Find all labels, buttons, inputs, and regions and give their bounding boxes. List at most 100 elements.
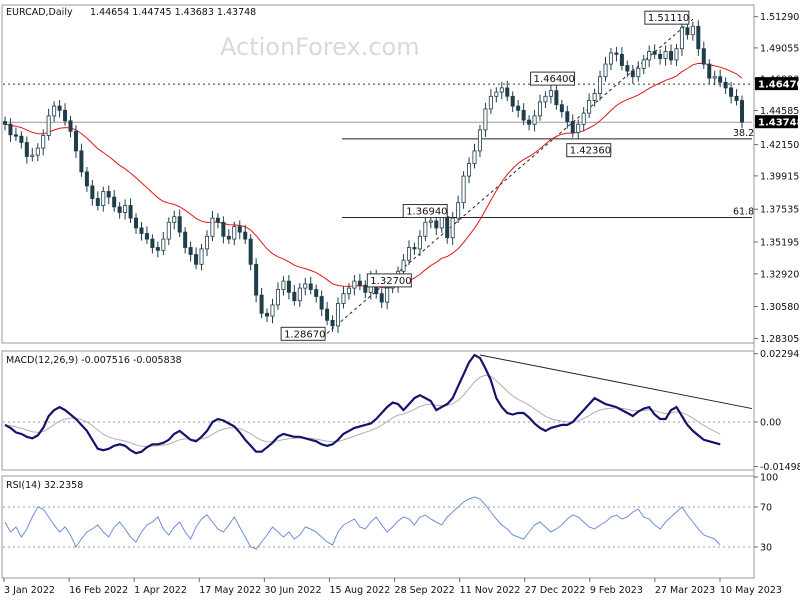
price-tag-box (755, 77, 798, 91)
candle-body (527, 119, 532, 125)
candle-body (690, 25, 695, 36)
candle-body (30, 154, 35, 157)
candle-body (357, 280, 362, 286)
candle-body (128, 205, 133, 219)
candle-body (385, 287, 390, 303)
candle-body (707, 63, 712, 79)
candle-body (587, 100, 592, 114)
candle-body (117, 206, 122, 213)
candle-body (570, 121, 575, 134)
candle-body (548, 90, 553, 97)
candle-body (330, 319, 335, 327)
candle-body (685, 27, 690, 36)
price-tick-label: 1.30580 (760, 302, 799, 313)
candle-body (101, 191, 106, 206)
candle-body (275, 289, 280, 306)
candle-body (24, 142, 29, 157)
candle-body (265, 312, 270, 317)
candle-body (84, 171, 89, 187)
candle-body (434, 220, 439, 229)
candle-body (467, 163, 472, 177)
candle-body (543, 95, 548, 103)
time-tick-label: 15 Aug 2022 (329, 585, 390, 596)
candle-body (723, 81, 728, 89)
candle-body (243, 231, 248, 240)
fib-labels: 38.2 61.8 (733, 128, 754, 218)
price-tick-label: 1.28305 (760, 334, 799, 345)
swing-labels: 1.28670 1.32700 1.36940 1.42360 1.46400 1.511… (280, 10, 690, 341)
time-tick-label: 1 Apr 2022 (134, 585, 187, 596)
rsi-tick-label: 70 (760, 503, 772, 514)
candle-body (8, 123, 13, 136)
macd-trendline (479, 354, 753, 410)
price-axis: 1.512901.490551.468201.445851.421501.399… (753, 5, 800, 578)
rsi-path (4, 496, 721, 550)
candle-body (647, 51, 652, 61)
candle-body (254, 263, 259, 296)
price-tag-label: 1.43748 (758, 118, 800, 129)
candle-body (95, 198, 100, 206)
swing-label-box (530, 71, 576, 86)
candle-body (538, 101, 543, 117)
price-tag-label: 1.46470 (758, 80, 800, 91)
time-axis: 3 Jan 2022 16 Feb 2022 1 Apr 2022 17 May 20… (2, 577, 782, 596)
candle-body (183, 231, 188, 248)
candle-body (194, 254, 199, 265)
candle-body (641, 59, 646, 69)
candle-body (155, 247, 160, 251)
candle-body (499, 87, 504, 93)
candle-body (13, 134, 18, 137)
swing-label-text: 1.28670 (284, 329, 325, 340)
candle-body (221, 221, 226, 237)
candle-body (150, 238, 155, 248)
candle-body (297, 287, 302, 302)
candle-body (516, 105, 521, 111)
candle-body (134, 217, 139, 229)
swing-label-text: 1.42360 (570, 146, 611, 157)
candle-body (428, 220, 433, 223)
candle-body (701, 48, 706, 65)
candle-body (494, 91, 499, 97)
candle-body (619, 53, 624, 66)
rsi-label: RSI(14) 32.2358 (6, 480, 83, 491)
rsi-grid-lines (3, 506, 752, 548)
candle-body (483, 108, 488, 131)
candle-body (3, 121, 8, 125)
candle-body (79, 150, 84, 173)
time-tick-label: 9 Feb 2023 (590, 585, 643, 596)
swing-label-text: 1.46400 (534, 74, 575, 85)
candle-body (740, 100, 745, 123)
fib-level-label: 38.2 (733, 128, 754, 139)
candle-body (592, 93, 597, 101)
candle-body (204, 235, 209, 250)
candle-body (423, 221, 428, 237)
candle-body (57, 105, 62, 111)
candle-body (445, 216, 450, 239)
price-tick-label: 1.37535 (760, 205, 799, 216)
candle-body (232, 226, 237, 240)
candle-body (68, 120, 73, 132)
candle-body (325, 308, 330, 321)
symbol-label: EURCAD,Daily (6, 7, 73, 18)
candle-body (308, 283, 313, 290)
candle-body (663, 51, 668, 59)
candle-body (341, 293, 346, 304)
time-tick-label: 17 May 2022 (199, 585, 261, 596)
candle-body (729, 87, 734, 97)
price-panel: EURCAD,Daily 1.44654 1.44745 1.43683 1.4… (1, 4, 755, 344)
price-tick-label: 1.49055 (760, 43, 799, 54)
swing-label-text: 1.51110 (648, 13, 689, 24)
rsi-line (4, 496, 721, 550)
candle-body (521, 109, 526, 121)
candle-body (505, 87, 510, 97)
candle-body (292, 291, 297, 302)
macd-tick-label: 0.02294 (760, 349, 799, 360)
macd-label: MACD(12,26,9) -0.007516 -0.005838 (6, 355, 182, 366)
candle-body (226, 235, 231, 240)
candle-body (248, 238, 253, 265)
rsi-tick-label: 30 (760, 543, 772, 554)
candle-body (123, 205, 128, 213)
time-tick-label: 11 Nov 2022 (460, 585, 521, 596)
candle-body (603, 63, 608, 78)
candle-body (658, 53, 663, 59)
